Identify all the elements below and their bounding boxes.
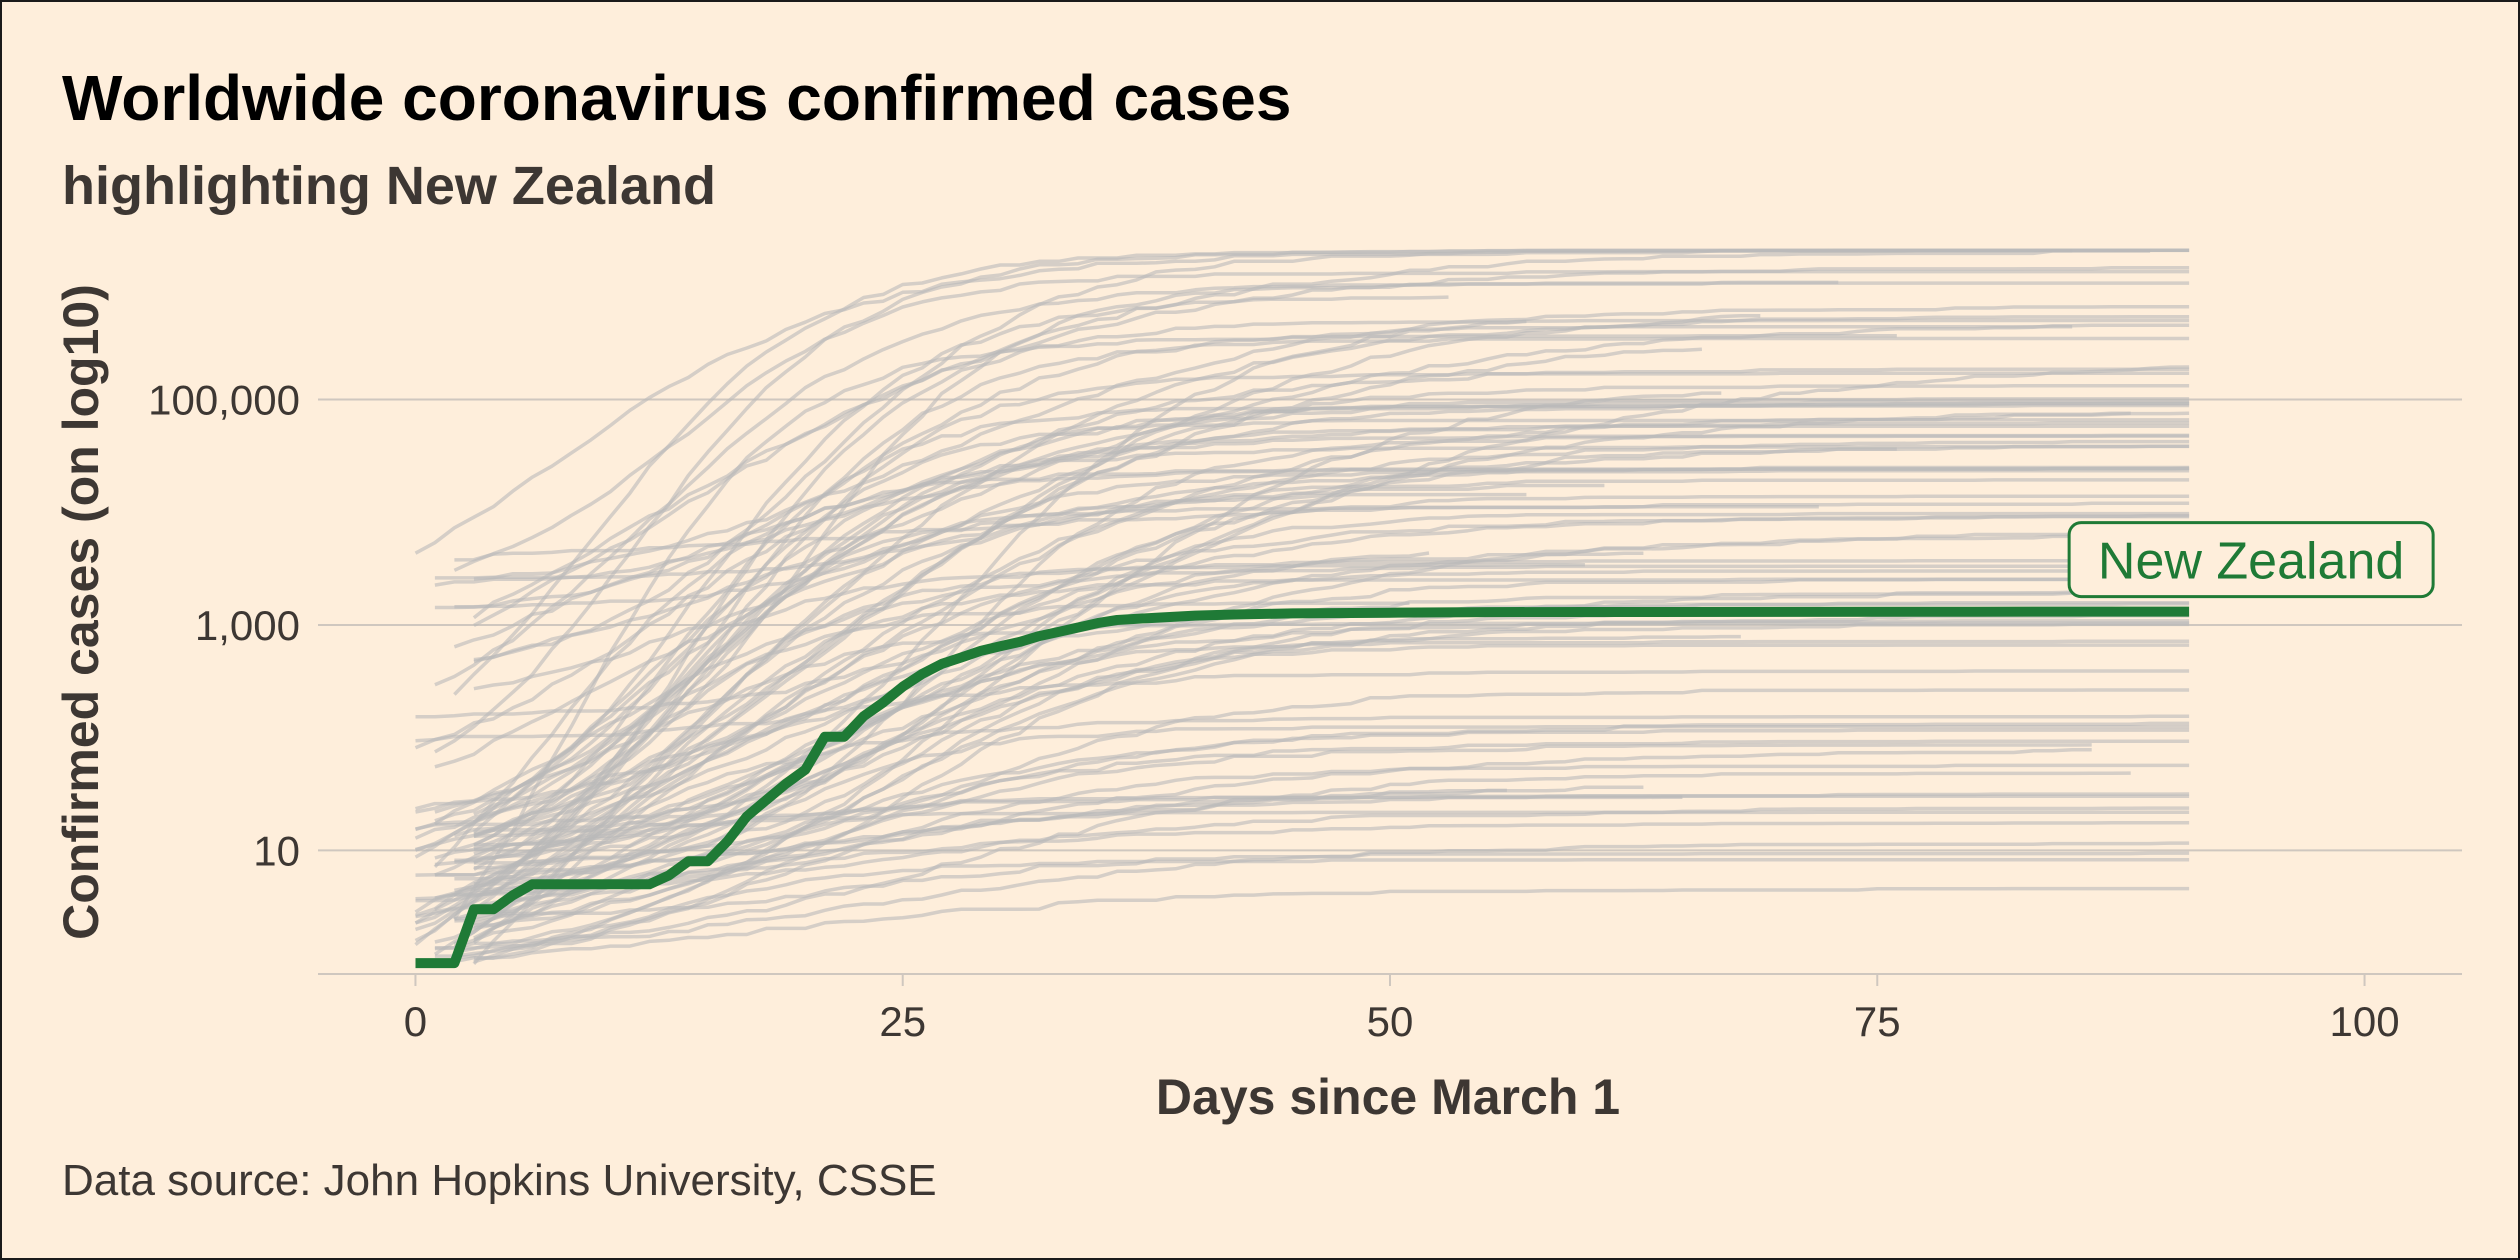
- country-series-line: [473, 739, 2190, 909]
- country-series-line: [434, 478, 2190, 580]
- country-series-line: [414, 367, 2190, 946]
- country-series-line: [453, 248, 2190, 696]
- country-series-line: [453, 447, 1897, 838]
- country-series-line: [454, 886, 2190, 964]
- country-series-line: [414, 439, 2190, 932]
- axes: 10 1,000 100,000 0 25 50 75 100: [148, 377, 2462, 1045]
- country-series-line: [434, 314, 2190, 912]
- country-series-line: [473, 249, 2151, 627]
- country-series-line: [473, 371, 2190, 856]
- x-tick-label: 25: [879, 998, 926, 1045]
- y-tick-label: 100,000: [148, 377, 300, 424]
- x-tick-label: 0: [404, 998, 427, 1045]
- chart-caption: Data source: John Hopkins University, CS…: [62, 1156, 937, 1205]
- country-series-line: [434, 721, 2190, 944]
- highlight-label-box: [2067, 521, 2435, 599]
- country-series-line: [473, 643, 2190, 870]
- x-tick-label: 75: [1854, 998, 1901, 1045]
- country-series-line: [415, 513, 2190, 852]
- country-series-line: [473, 494, 2190, 847]
- background-series-group: [414, 248, 2190, 965]
- country-series-line: [472, 397, 2190, 834]
- country-series-line: [473, 313, 1761, 839]
- country-series-line: [415, 433, 2190, 925]
- country-series-line: [453, 748, 2092, 921]
- country-series-line: [434, 619, 2190, 900]
- country-series-line: [414, 669, 2190, 840]
- country-series-line: [452, 333, 1897, 921]
- country-series-line: [454, 857, 2190, 960]
- country-series-line: [453, 269, 2190, 572]
- chart-subtitle: highlighting New Zealand: [62, 156, 716, 216]
- y-axis-title: Confirmed cases (on log10): [53, 284, 109, 940]
- highlight-series-group: [415, 606, 2190, 969]
- y-tick-label: 10: [253, 827, 300, 874]
- country-series-line: [472, 483, 1605, 965]
- country-series-line: [473, 401, 2190, 837]
- country-series-line: [472, 266, 2190, 620]
- highlight-label: New Zealand: [2098, 533, 2404, 591]
- x-tick-label: 50: [1367, 998, 1414, 1045]
- country-series-line: [473, 763, 2190, 960]
- chart-title: Worldwide coronavirus confirmed cases: [62, 62, 1291, 134]
- country-series-line: [473, 688, 2190, 865]
- y-tick-label: 1,000: [195, 602, 300, 649]
- country-series-line: [414, 444, 2190, 750]
- country-series-line: [415, 821, 2190, 903]
- country-series-line: [434, 418, 2190, 823]
- country-series-line: [414, 714, 2190, 914]
- country-series-line: [434, 424, 2190, 814]
- highlight-label-group: New Zealand: [2067, 521, 2435, 599]
- country-series-line: [433, 564, 2190, 826]
- country-series-line: [472, 318, 2190, 912]
- x-tick-label: 100: [2330, 998, 2400, 1045]
- country-series-line: [414, 468, 2190, 925]
- country-series-line: [415, 280, 1839, 832]
- country-series-line: [454, 806, 2190, 897]
- country-series-line: [434, 531, 2190, 860]
- country-series-line: [434, 841, 2190, 951]
- x-axis-title: Days since March 1: [1156, 1069, 1620, 1125]
- country-series-line: [473, 622, 2190, 964]
- highlight-series-line: [415, 606, 2190, 969]
